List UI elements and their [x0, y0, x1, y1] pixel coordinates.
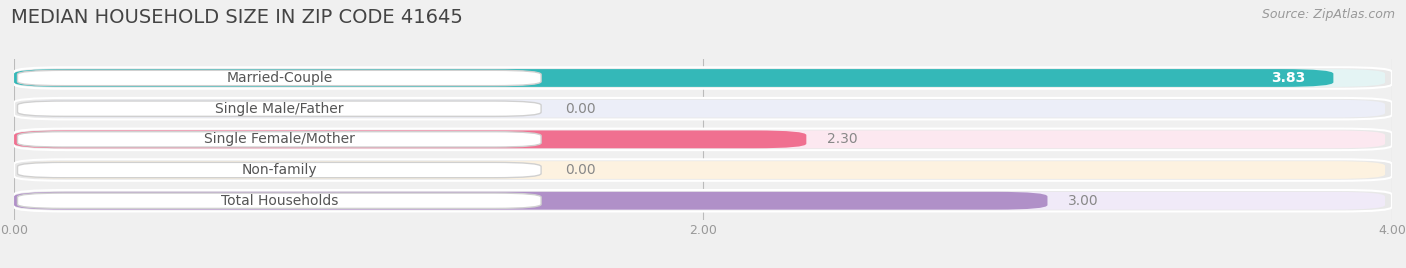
Text: 0.00: 0.00 [565, 163, 596, 177]
FancyBboxPatch shape [14, 159, 1392, 181]
FancyBboxPatch shape [21, 69, 1385, 87]
Text: 2.30: 2.30 [827, 132, 858, 146]
Text: 3.00: 3.00 [1069, 194, 1098, 208]
FancyBboxPatch shape [17, 70, 541, 86]
Text: Single Female/Mother: Single Female/Mother [204, 132, 354, 146]
FancyBboxPatch shape [14, 192, 1047, 210]
FancyBboxPatch shape [14, 131, 806, 148]
FancyBboxPatch shape [14, 98, 1392, 120]
Text: Single Male/Father: Single Male/Father [215, 102, 343, 116]
FancyBboxPatch shape [17, 162, 541, 178]
FancyBboxPatch shape [21, 100, 1385, 118]
FancyBboxPatch shape [17, 193, 541, 209]
FancyBboxPatch shape [14, 190, 1392, 211]
Text: 0.00: 0.00 [565, 102, 596, 116]
Text: Total Households: Total Households [221, 194, 337, 208]
FancyBboxPatch shape [21, 161, 1385, 179]
Text: MEDIAN HOUSEHOLD SIZE IN ZIP CODE 41645: MEDIAN HOUSEHOLD SIZE IN ZIP CODE 41645 [11, 8, 463, 27]
FancyBboxPatch shape [14, 67, 1392, 89]
Text: Non-family: Non-family [242, 163, 318, 177]
FancyBboxPatch shape [14, 69, 1333, 87]
FancyBboxPatch shape [21, 192, 1385, 210]
Text: Source: ZipAtlas.com: Source: ZipAtlas.com [1261, 8, 1395, 21]
Text: Married-Couple: Married-Couple [226, 71, 332, 85]
FancyBboxPatch shape [21, 131, 1385, 148]
FancyBboxPatch shape [17, 101, 541, 116]
Text: 3.83: 3.83 [1271, 71, 1306, 85]
FancyBboxPatch shape [17, 132, 541, 147]
FancyBboxPatch shape [14, 129, 1392, 150]
